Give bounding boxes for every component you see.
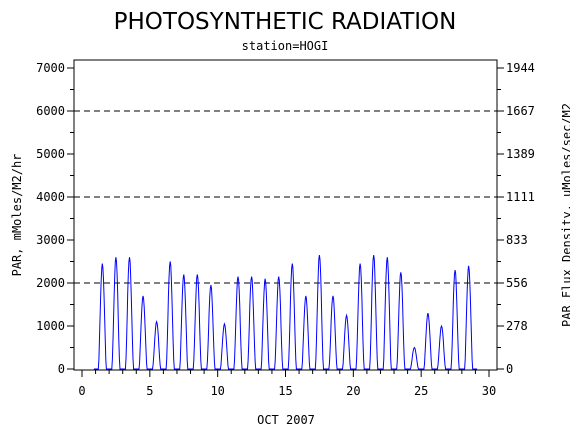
x-tick-label: 0 [78, 384, 85, 398]
y-axis-left-label: PAR, mMoles/M2/hr [10, 154, 24, 277]
x-axis: 0 5 10 15 20 25 30 [78, 370, 496, 398]
chart-title: PHOTOSYNTHETIC RADIATION [114, 9, 457, 35]
y-right-tick-label: 0 [506, 362, 513, 376]
x-tick-label: 20 [346, 384, 360, 398]
par-line [93, 255, 478, 370]
x-tick-label: 5 [146, 384, 153, 398]
y-left-tick-label: 0 [58, 362, 65, 376]
y-axis-right-label: PAR Flux Density, uMoles/sec/M2 [560, 103, 570, 327]
plot-frame [73, 59, 498, 371]
chart-subtitle: station=HOGI [242, 39, 329, 53]
y-right-tick-label: 278 [506, 319, 528, 333]
y-right-tick-label: 1111 [506, 190, 535, 204]
y-right-tick-label: 833 [506, 233, 528, 247]
y-left-tick-label: 6000 [36, 104, 65, 118]
y-right-tick-label: 1944 [506, 61, 535, 75]
y-left-tick-label: 1000 [36, 319, 65, 333]
x-tick-label: 15 [278, 384, 292, 398]
y-right-tick-label: 1389 [506, 147, 535, 161]
dashed-gridlines [74, 110, 497, 284]
x-axis-label: OCT 2007 [257, 413, 315, 427]
x-tick-label: 25 [414, 384, 428, 398]
y-axis-right: 0 278 556 833 1111 1389 1667 1944 [497, 61, 535, 376]
y-left-tick-label: 3000 [36, 233, 65, 247]
y-axis-left: 0 1000 2000 3000 4000 5000 6000 7000 [36, 61, 74, 376]
x-tick-label: 10 [210, 384, 224, 398]
par-series [93, 255, 478, 370]
y-left-tick-label: 4000 [36, 190, 65, 204]
y-left-tick-label: 5000 [36, 147, 65, 161]
y-right-tick-label: 1667 [506, 104, 535, 118]
y-left-tick-label: 2000 [36, 276, 65, 290]
x-tick-label: 30 [482, 384, 496, 398]
y-right-tick-label: 556 [506, 276, 528, 290]
y-left-tick-label: 7000 [36, 61, 65, 75]
